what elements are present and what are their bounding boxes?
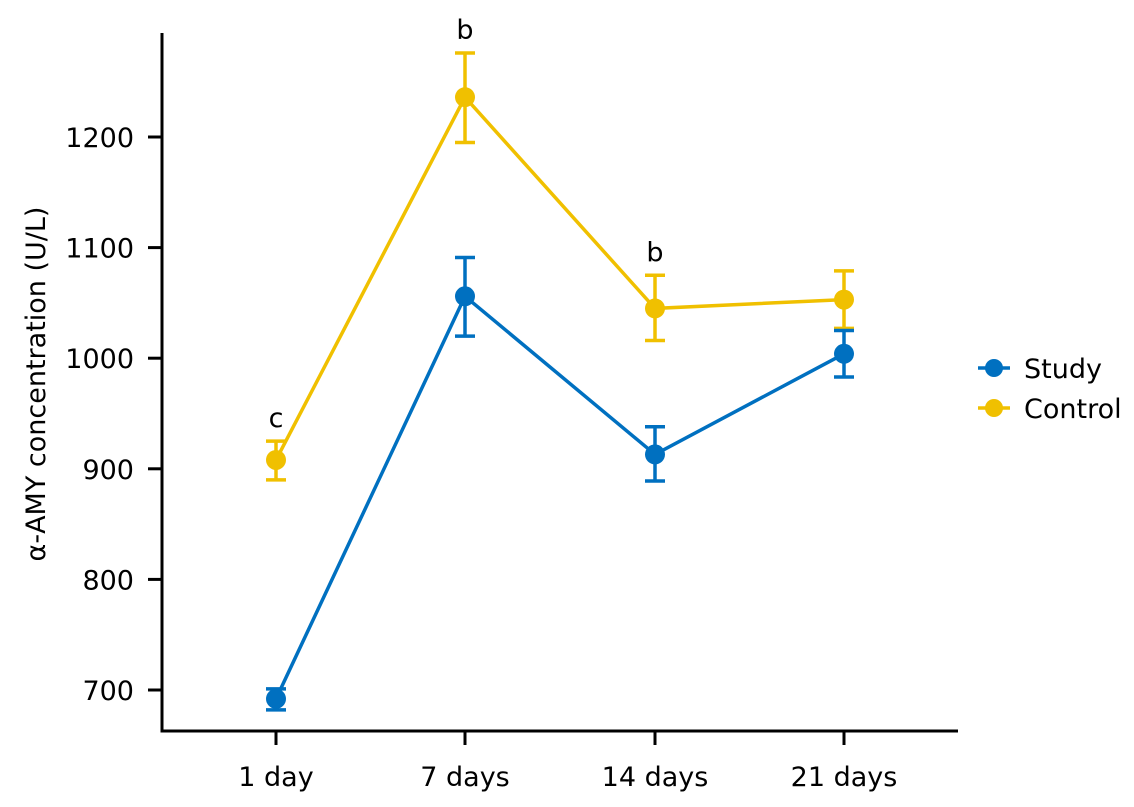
legend-label: Control: [1024, 394, 1122, 425]
x-tick-label: 7 days: [420, 762, 510, 793]
y-axis-label: α-AMY concentration (U/L): [21, 207, 52, 562]
legend-label: Study: [1024, 354, 1102, 385]
y-tick-label: 900: [82, 455, 134, 486]
legend-item-study: Study: [978, 354, 1102, 385]
data-point: [834, 289, 854, 310]
legend: Study Control: [978, 354, 1122, 425]
y-tick-label: 1000: [65, 344, 134, 375]
significance-label: b: [456, 15, 473, 46]
y-tick-label: 700: [82, 676, 134, 707]
series-study: [266, 255, 854, 712]
x-tick-label: 21 days: [791, 762, 898, 793]
series-layer: [266, 51, 854, 712]
x-tick-label: 14 days: [602, 762, 709, 793]
annotations: c b b: [269, 15, 664, 434]
data-point: [645, 298, 665, 319]
series-line: [274, 293, 845, 700]
data-point: [266, 449, 286, 470]
y-tick-label: 800: [82, 565, 134, 596]
axes: 700 800 900 1000 1100 1200 1 day 7 days 14 days 2…: [65, 33, 958, 793]
legend-marker-icon: [985, 399, 1003, 417]
data-point: [266, 688, 286, 709]
significance-label: c: [269, 403, 284, 434]
data-point: [455, 286, 475, 307]
data-point: [455, 87, 475, 108]
series-line: [274, 94, 845, 461]
series-control: [266, 51, 854, 482]
legend-marker-icon: [985, 359, 1003, 377]
data-point: [834, 343, 854, 364]
x-tick-label: 1 day: [238, 762, 313, 793]
y-tick-label: 1200: [65, 123, 134, 154]
legend-item-control: Control: [978, 394, 1122, 425]
y-tick-label: 1100: [65, 234, 134, 265]
data-point: [645, 444, 665, 465]
significance-label: b: [646, 237, 663, 268]
